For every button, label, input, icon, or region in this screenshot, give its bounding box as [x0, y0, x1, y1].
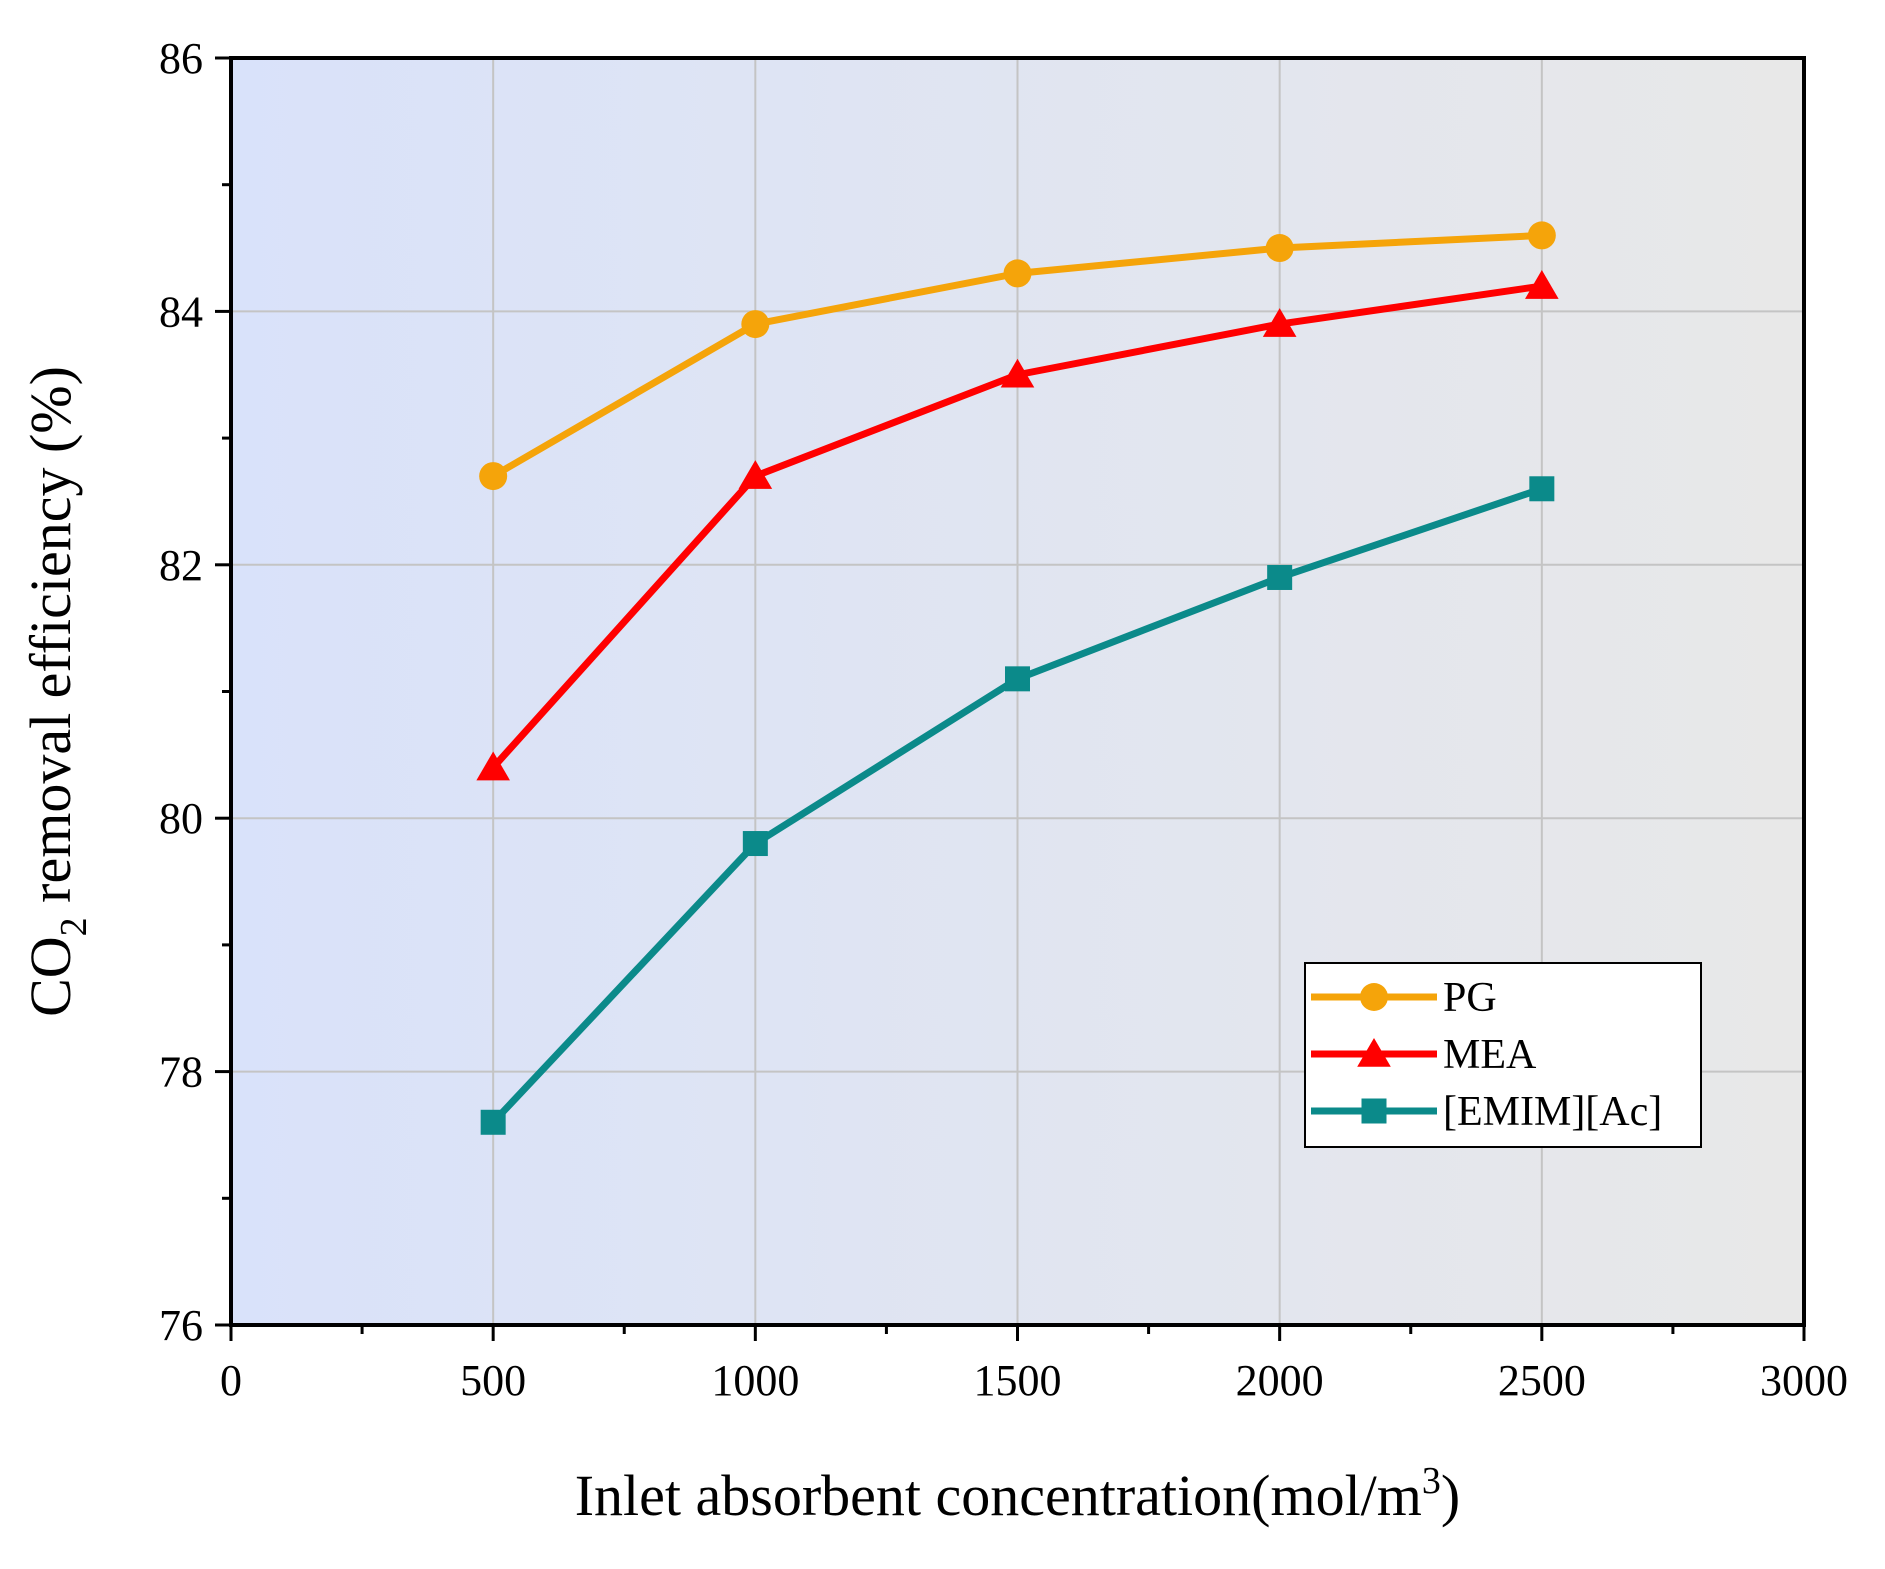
data-point-pg	[741, 310, 770, 339]
legend-label-mea: MEA	[1443, 1032, 1537, 1078]
x-tick-label: 500	[460, 1356, 526, 1405]
data-point-emim-ac	[1267, 564, 1293, 590]
x-tick-label: 2500	[1498, 1356, 1586, 1405]
data-point-emim-ac	[1529, 476, 1555, 502]
x-axis-title: Inlet absorbent concentration(mol/m3)	[575, 1460, 1461, 1528]
data-point-pg	[1003, 259, 1032, 288]
series-pg	[479, 221, 1556, 491]
data-point-mea	[1262, 308, 1297, 337]
legend-label-pg: PG	[1443, 975, 1497, 1021]
legend-marker-pg	[1360, 983, 1388, 1011]
data-point-emim-ac	[1005, 666, 1030, 692]
legend-marker-emim-ac	[1361, 1098, 1387, 1124]
data-series	[476, 221, 1559, 1135]
x-tick-label: 0	[220, 1356, 242, 1405]
data-point-mea	[1000, 358, 1035, 388]
x-tick-label: 1000	[711, 1356, 799, 1405]
x-tick-label: 2000	[1236, 1356, 1324, 1405]
y-tick-label: 76	[159, 1301, 203, 1350]
legend: PG MEA [EMIM][Ac]	[1304, 962, 1702, 1148]
legend-label-emim-ac: [EMIM][Ac]	[1443, 1089, 1662, 1135]
data-point-pg	[479, 462, 508, 491]
data-point-mea	[476, 751, 510, 781]
data-point-emim-ac	[742, 831, 768, 857]
series-mea	[476, 270, 1559, 781]
y-tick-label: 80	[159, 794, 203, 843]
y-axis-title: CO2 removal efficiency (%)	[18, 366, 95, 1017]
y-tick-label: 86	[159, 34, 203, 83]
data-point-mea	[1525, 270, 1559, 299]
axis-ticks: 0 500 1000 1500 2000 2500 3000 76 78 80 82 84 86	[159, 34, 1848, 1405]
data-point-pg	[1265, 234, 1294, 263]
y-tick-label: 82	[159, 541, 203, 590]
legend-marker-mea	[1357, 1038, 1391, 1067]
data-point-pg	[1527, 221, 1556, 250]
y-tick-label: 84	[159, 287, 203, 336]
x-tick-label: 3000	[1760, 1356, 1848, 1405]
data-point-mea	[738, 460, 773, 489]
data-point-emim-ac	[480, 1109, 506, 1135]
x-tick-label: 1500	[974, 1356, 1062, 1405]
series-emim-ac	[480, 476, 1555, 1135]
y-tick-label: 78	[159, 1048, 203, 1097]
